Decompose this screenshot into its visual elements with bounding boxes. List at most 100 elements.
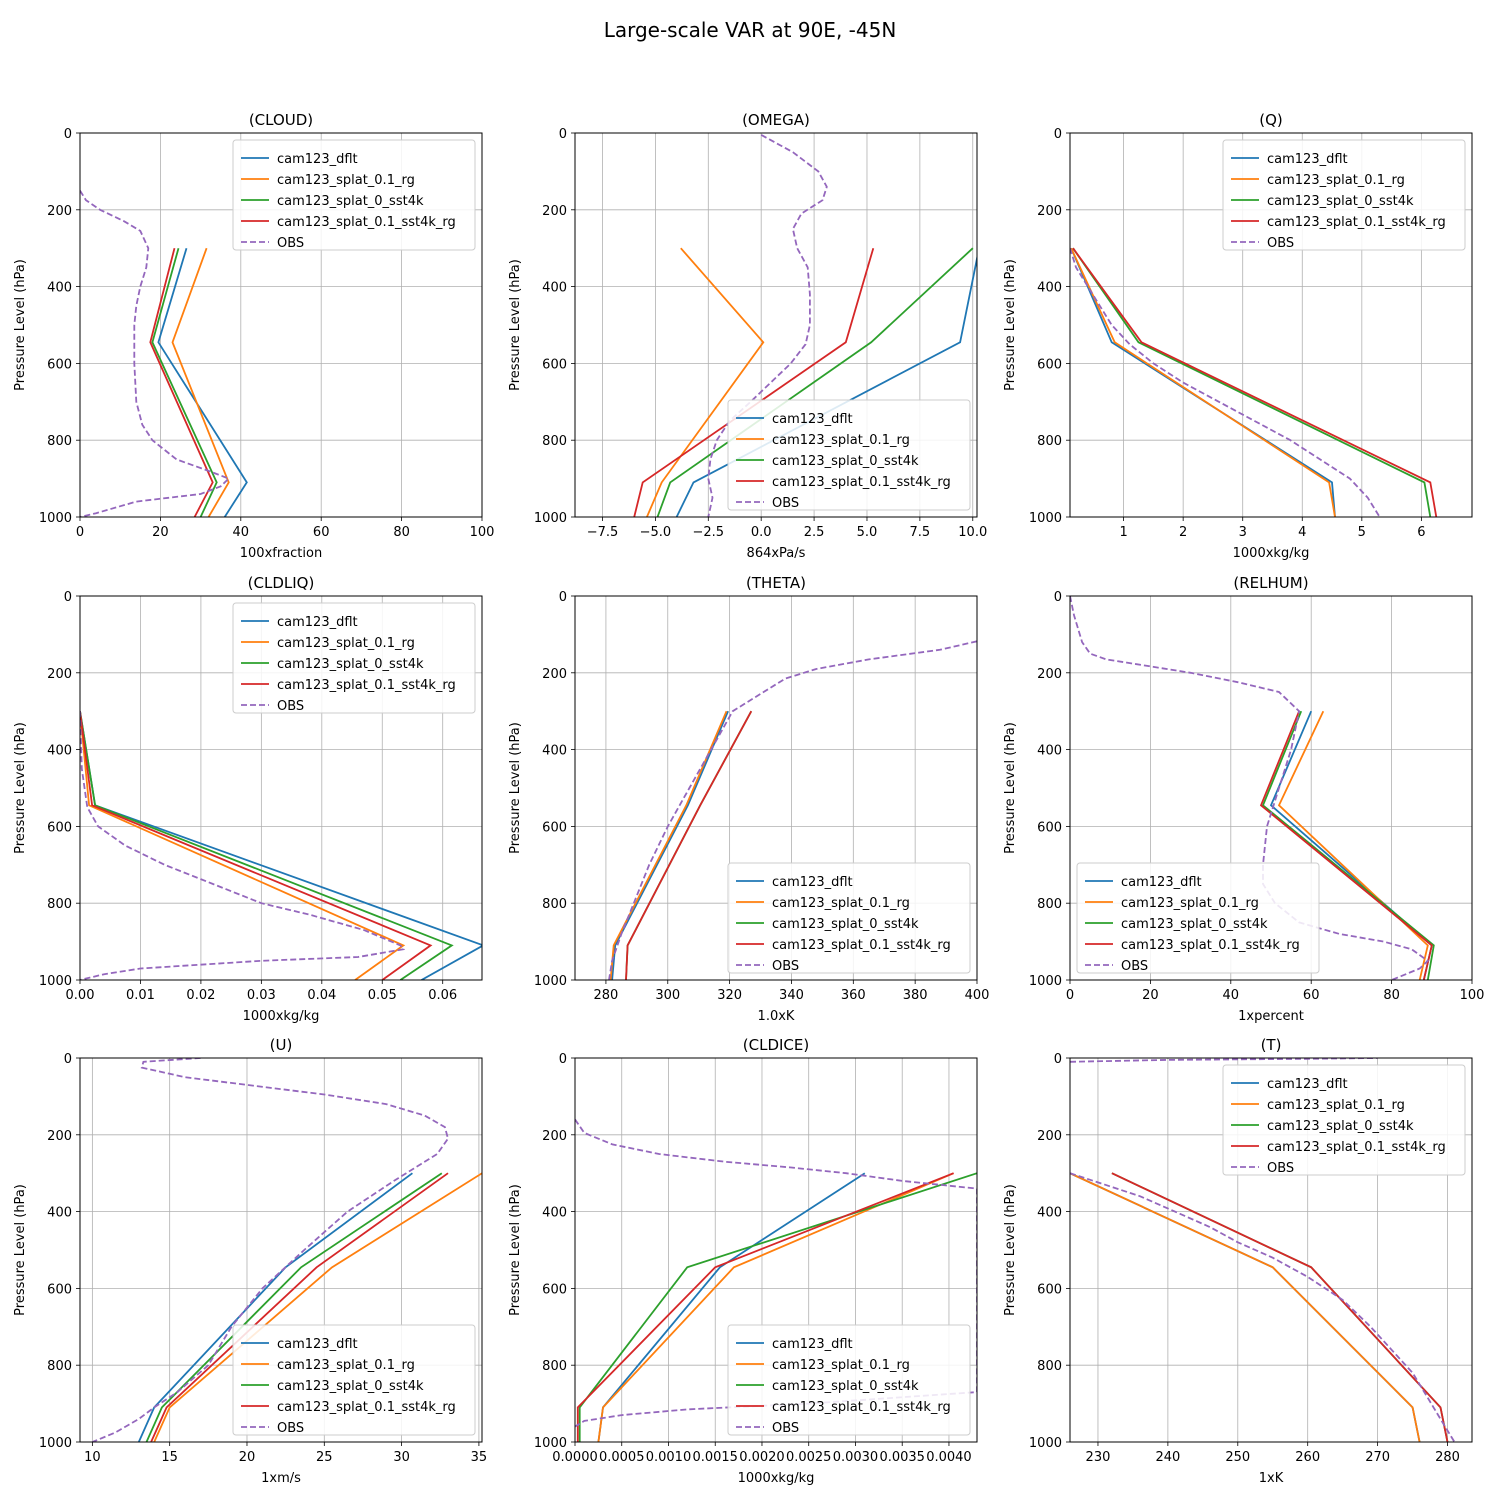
x-tick-label: 0.02 [186, 988, 215, 1003]
legend-label: OBS [772, 1421, 799, 1436]
legend-label: cam123_splat_0.1_sst4k_rg [277, 678, 456, 693]
subplot-5: 280 300 320 340 360 380 400 0 200 400 600 800 1000 (T… [508, 574, 989, 1024]
y-axis-label: Pressure Level (hPa) [1003, 1184, 1018, 1316]
figure-title: Large-scale VAR at 90E, -45N [604, 18, 897, 42]
y-tick-label: 400 [542, 744, 567, 759]
x-tick-label: 7.5 [910, 525, 931, 540]
legend-box [727, 1324, 971, 1436]
series-line-cam123-splat-0-1-rg [597, 1172, 954, 1442]
subplot-title: (OMEGA) [742, 111, 810, 129]
legend-label: OBS [277, 699, 304, 714]
y-tick-label: 200 [1037, 667, 1062, 682]
legend-label: cam123_splat_0.1_sst4k_rg [277, 215, 456, 230]
legend-label: cam123_splat_0.1_sst4k_rg [1267, 1140, 1446, 1155]
legend-label: cam123_splat_0_sst4k [772, 454, 919, 469]
x-tick-label: 60 [313, 525, 330, 540]
x-tick-label: 0.0030 [833, 1450, 879, 1465]
legend-box [232, 602, 476, 714]
x-axis-label: 1xK [1259, 1471, 1284, 1486]
axes-frame [79, 132, 483, 518]
subplot-title: (CLOUD) [249, 111, 313, 129]
series-line-cam123-splat-0-1-rg [171, 247, 230, 517]
legend-label: cam123_dflt [772, 875, 853, 890]
y-axis-label: Pressure Level (hPa) [1003, 259, 1018, 391]
x-tick-label: 0.0015 [692, 1450, 738, 1465]
series-line-obs [92, 1058, 449, 1442]
x-tick-label: 2 [1179, 525, 1187, 540]
x-tick-label: 0.00 [66, 988, 95, 1003]
legend-box [1222, 139, 1466, 251]
x-tick-label: 60 [1303, 988, 1320, 1003]
legend-label: cam123_splat_0_sst4k [277, 657, 424, 672]
y-tick-label: 200 [542, 667, 567, 682]
legend-label: cam123_splat_0.1_rg [1121, 896, 1259, 911]
y-tick-label: 400 [47, 744, 72, 759]
legend-label: cam123_dflt [1121, 875, 1202, 890]
x-tick-label: 0.0035 [879, 1450, 925, 1465]
y-tick-label: 600 [47, 820, 72, 835]
y-tick-label: 400 [47, 281, 72, 296]
legend-box [1222, 1064, 1466, 1176]
subplot-9: 230 240 250 260 270 280 0 200 400 600 800 1000 (T) 1x… [1003, 1036, 1473, 1486]
x-tick-label: 0.0010 [646, 1450, 692, 1465]
legend-label: cam123_splat_0.1_sst4k_rg [772, 938, 951, 953]
x-tick-label: −5.0 [640, 525, 672, 540]
series-line-cam123-splat-0-1-rg [80, 711, 406, 980]
x-tick-label: 280 [1435, 1450, 1460, 1465]
axes-frame [574, 595, 978, 981]
legend-box [232, 139, 476, 251]
x-tick-label: 5.0 [857, 525, 878, 540]
y-tick-label: 800 [1037, 434, 1062, 449]
series-line-cam123-splat-0-sst4k [80, 711, 454, 980]
x-tick-label: 0.06 [428, 988, 457, 1003]
legend-label: OBS [277, 236, 304, 251]
subplot-title: (RELHUM) [1233, 574, 1308, 592]
legend-label: cam123_splat_0.1_sst4k_rg [277, 1400, 456, 1415]
y-tick-label: 200 [1037, 204, 1062, 219]
legend: cam123_dflt cam123_splat_0.1_rg cam123_spl… [1076, 862, 1320, 974]
legend-label: cam123_dflt [1267, 1077, 1348, 1092]
series-line-cam123-dflt [611, 710, 729, 980]
legend-label: cam123_splat_0_sst4k [1267, 194, 1414, 209]
x-axis-label: 1xpercent [1238, 1009, 1304, 1024]
y-tick-label: 1000 [39, 1436, 72, 1451]
y-axis-label: Pressure Level (hPa) [13, 1184, 28, 1316]
subplot-4: 0.00 0.01 0.02 0.03 0.04 0.05 0.06 0 200 400 600 80… [13, 574, 483, 1024]
series-line-obs [1070, 596, 1430, 980]
legend-label: cam123_splat_0.1_sst4k_rg [1267, 215, 1446, 230]
x-tick-label: 2.5 [804, 525, 825, 540]
series-line-cam123-splat-0-sst4k [1261, 710, 1435, 980]
y-tick-label: 600 [47, 1282, 72, 1297]
legend-box [232, 1324, 476, 1436]
x-tick-label: 10.0 [958, 525, 987, 540]
legend-label: OBS [1267, 236, 1294, 251]
x-tick-label: 0.05 [368, 988, 397, 1003]
series-line-cam123-dflt [1070, 247, 1336, 517]
series-line-cam123-splat-0-1-sst4k-rg [80, 711, 433, 980]
y-tick-label: 800 [47, 897, 72, 912]
x-tick-label: 250 [1225, 1450, 1250, 1465]
x-axis-label: 1000xkg/kg [1233, 546, 1310, 561]
y-tick-label: 600 [1037, 1282, 1062, 1297]
x-tick-label: 80 [393, 525, 410, 540]
x-tick-label: 240 [1155, 1450, 1180, 1465]
y-tick-label: 800 [542, 434, 567, 449]
x-tick-label: 20 [152, 525, 169, 540]
series-line-obs [1070, 1058, 1378, 1063]
legend-label: cam123_splat_0.1_rg [277, 173, 415, 188]
y-tick-label: 600 [542, 357, 567, 372]
legend-label: cam123_dflt [277, 152, 358, 167]
series-line-cam123-splat-0-sst4k [1072, 247, 1432, 517]
x-tick-label: −2.5 [693, 525, 725, 540]
subplot-title: (U) [270, 1036, 293, 1054]
y-tick-label: 600 [1037, 357, 1062, 372]
x-axis-label: 100xfraction [240, 546, 322, 561]
y-tick-label: 400 [1037, 744, 1062, 759]
legend: cam123_dflt cam123_splat_0.1_rg cam123_spl… [1222, 139, 1466, 251]
y-tick-label: 1000 [534, 974, 567, 989]
legend: cam123_dflt cam123_splat_0.1_rg cam123_spl… [727, 399, 971, 511]
y-tick-label: 800 [47, 434, 72, 449]
legend: cam123_dflt cam123_splat_0.1_rg cam123_spl… [232, 1324, 476, 1436]
x-tick-label: 4 [1298, 525, 1306, 540]
x-tick-label: 0.01 [126, 988, 155, 1003]
